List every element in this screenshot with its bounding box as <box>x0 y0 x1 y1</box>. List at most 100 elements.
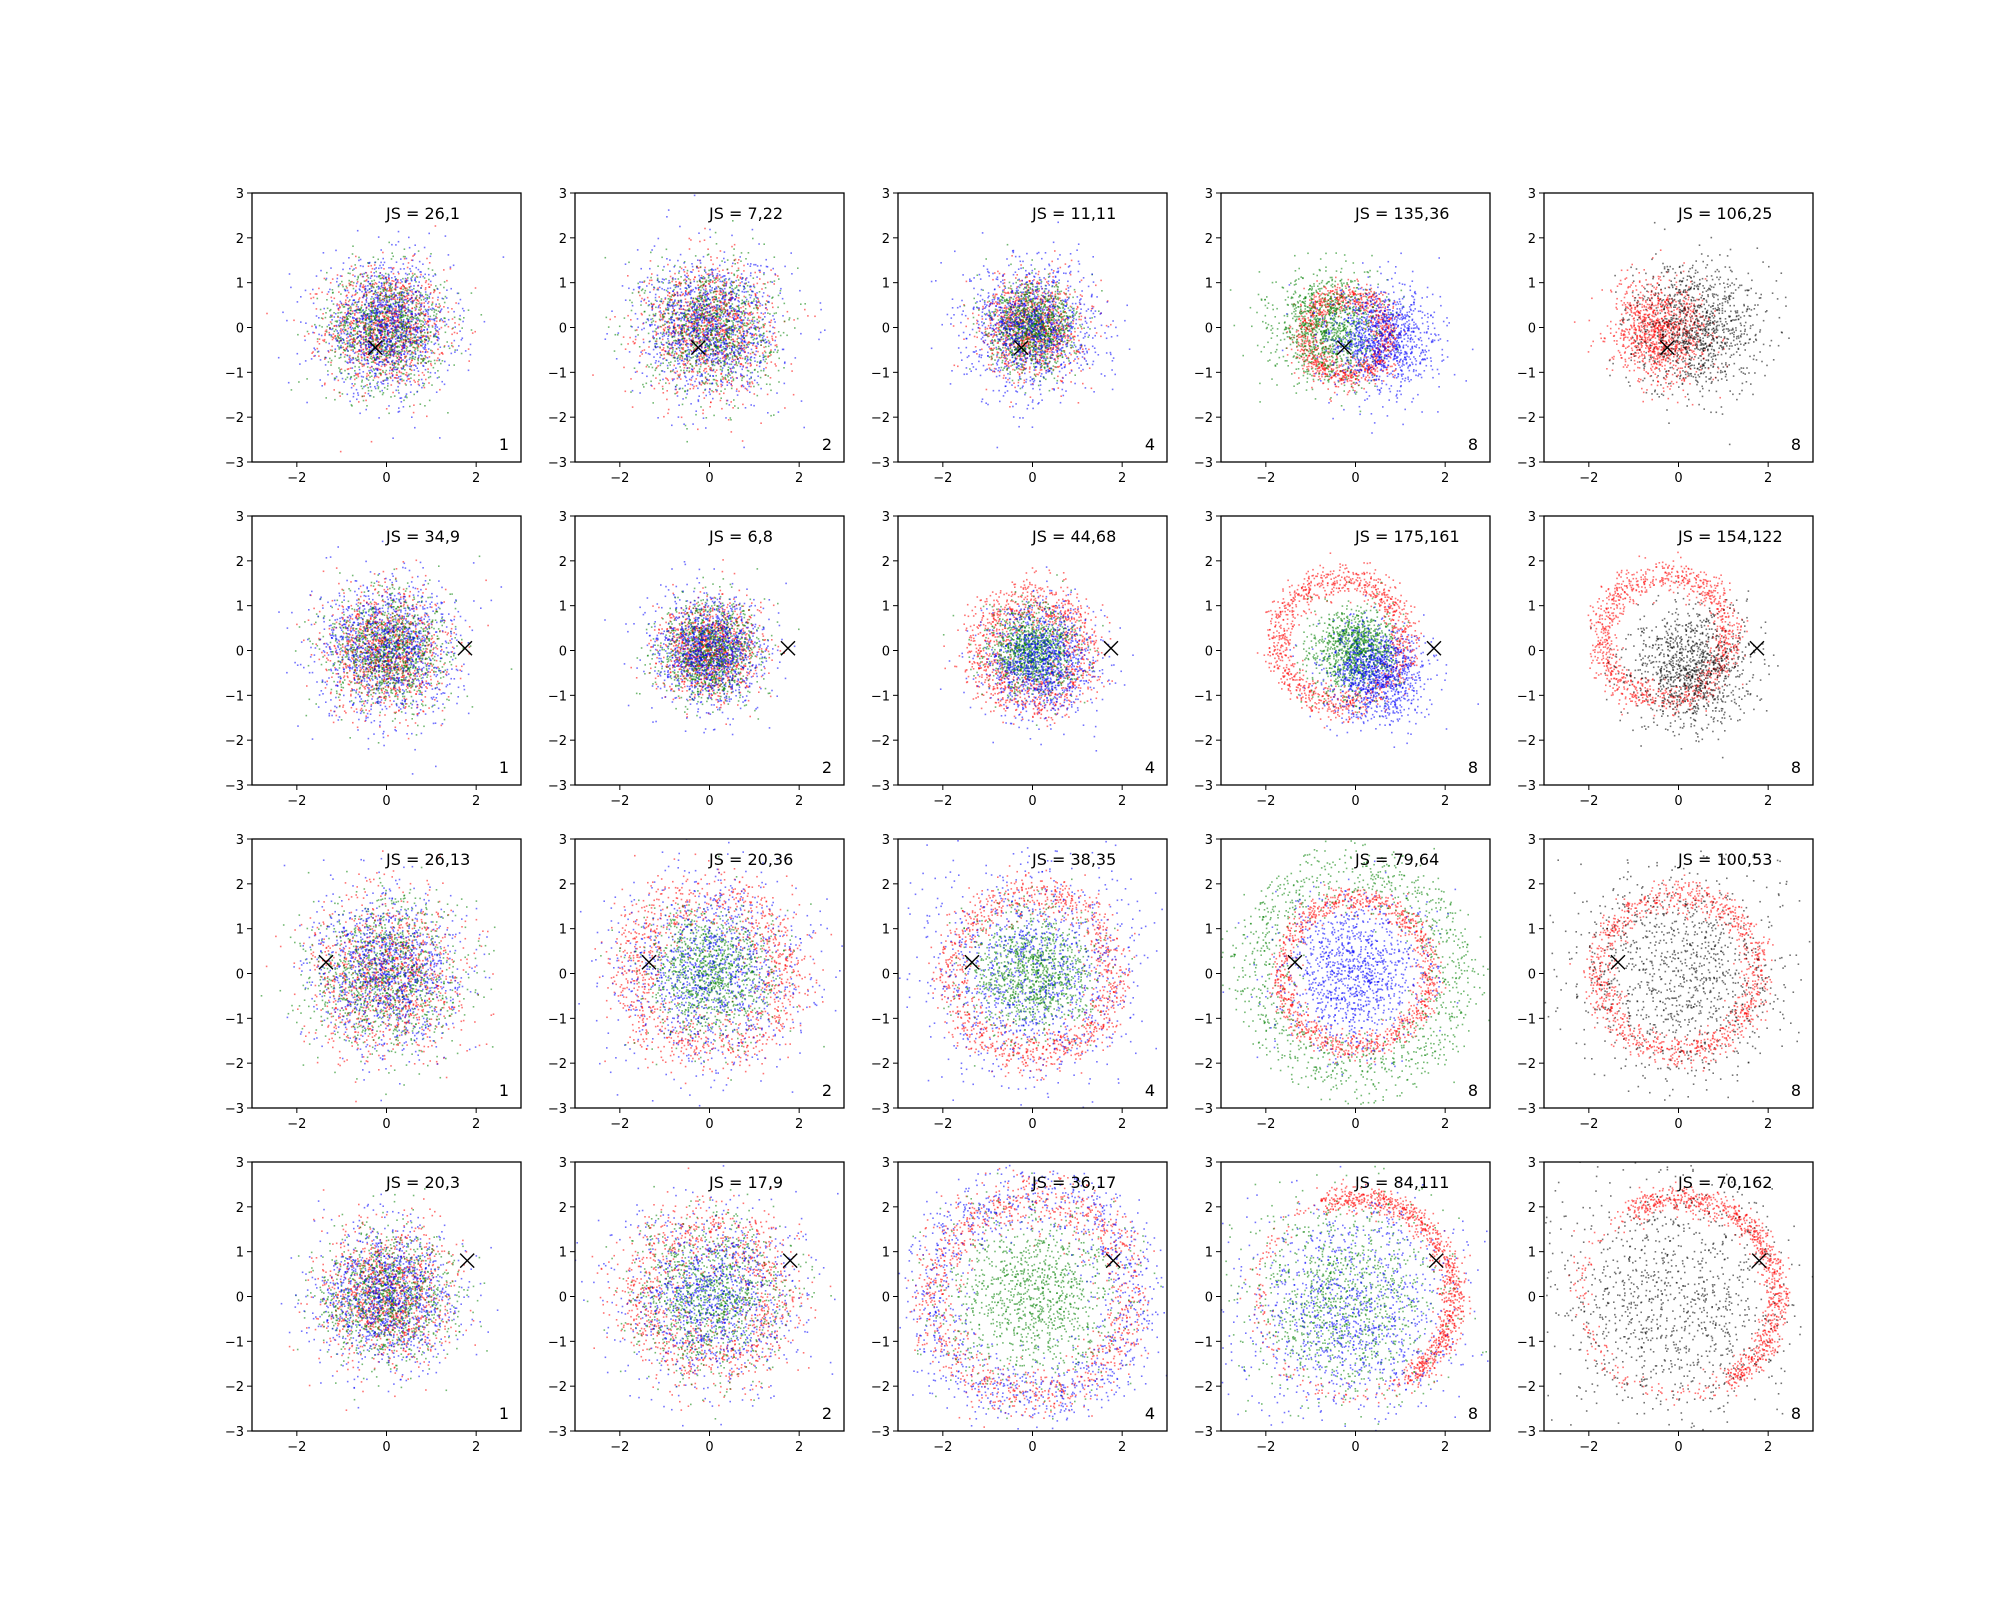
data-point <box>366 378 368 380</box>
data-point <box>407 280 409 282</box>
data-point <box>354 314 356 316</box>
data-point <box>683 349 685 351</box>
data-point <box>684 390 686 392</box>
data-point <box>381 366 383 368</box>
data-point <box>430 256 432 258</box>
data-point <box>331 346 333 348</box>
data-point <box>718 286 720 288</box>
data-point <box>713 309 715 311</box>
data-point <box>389 310 391 312</box>
data-point <box>439 305 441 307</box>
data-point <box>398 376 400 378</box>
data-point <box>378 388 380 390</box>
data-point <box>387 385 389 387</box>
data-point <box>377 325 379 327</box>
data-point <box>425 287 427 289</box>
data-point <box>423 302 425 304</box>
data-point <box>339 283 341 285</box>
data-point <box>410 271 412 273</box>
data-point <box>403 353 405 355</box>
data-point <box>383 392 385 394</box>
data-point <box>371 375 373 377</box>
data-point <box>427 316 429 318</box>
data-point <box>430 316 432 318</box>
data-point <box>665 327 667 329</box>
data-point <box>674 292 676 294</box>
data-point <box>674 353 676 355</box>
data-point <box>753 335 755 337</box>
data-point <box>389 332 391 334</box>
data-point <box>425 282 427 284</box>
data-point <box>430 293 432 295</box>
data-point <box>660 342 662 344</box>
data-point <box>693 386 695 388</box>
data-point <box>390 325 392 327</box>
data-point <box>412 341 414 343</box>
data-point <box>705 281 707 283</box>
data-point <box>651 280 653 282</box>
data-point <box>428 326 430 328</box>
data-point <box>733 274 735 276</box>
data-point <box>364 364 366 366</box>
data-point <box>441 327 443 329</box>
data-point <box>407 337 409 339</box>
data-point <box>392 364 394 366</box>
data-point <box>368 375 370 377</box>
data-point <box>452 318 454 320</box>
data-point <box>410 317 412 319</box>
data-point <box>359 325 361 327</box>
data-point <box>374 262 376 264</box>
data-point <box>360 335 362 337</box>
data-point <box>340 451 342 453</box>
data-point <box>352 285 354 287</box>
data-point <box>703 357 705 359</box>
data-point <box>445 296 447 298</box>
data-point <box>311 326 313 328</box>
data-point <box>720 400 722 402</box>
data-point <box>355 301 357 303</box>
data-point <box>428 382 430 384</box>
data-point <box>722 358 724 360</box>
data-point <box>378 281 380 283</box>
data-point <box>696 305 698 307</box>
scatter-points <box>592 195 825 449</box>
data-point <box>426 323 428 325</box>
data-point <box>430 335 432 337</box>
data-point <box>742 358 744 360</box>
data-point <box>692 337 694 339</box>
data-point <box>370 358 372 360</box>
data-point <box>410 321 412 323</box>
data-point <box>395 300 397 302</box>
data-point <box>408 339 410 341</box>
data-point <box>373 322 375 324</box>
data-point <box>393 298 395 300</box>
data-point <box>712 325 714 327</box>
data-point <box>422 365 424 367</box>
data-point <box>371 333 373 335</box>
data-point <box>314 355 316 357</box>
data-point <box>771 336 773 338</box>
data-point <box>412 358 414 360</box>
data-point <box>672 349 674 351</box>
data-point <box>359 274 361 276</box>
data-point <box>359 297 361 299</box>
data-point <box>430 253 432 255</box>
data-point <box>428 296 430 298</box>
data-point <box>350 344 352 346</box>
data-point <box>444 384 446 386</box>
data-point <box>634 342 636 344</box>
data-point <box>291 389 293 391</box>
data-point <box>414 350 416 352</box>
data-point <box>398 273 400 275</box>
data-point <box>732 324 734 326</box>
data-point <box>398 340 400 342</box>
data-point <box>357 392 359 394</box>
data-point <box>395 346 397 348</box>
data-point <box>767 295 769 297</box>
data-point <box>316 315 318 317</box>
data-point <box>770 269 772 271</box>
data-point <box>701 275 703 277</box>
data-point <box>383 287 385 289</box>
data-point <box>364 339 366 341</box>
data-point <box>742 343 744 345</box>
